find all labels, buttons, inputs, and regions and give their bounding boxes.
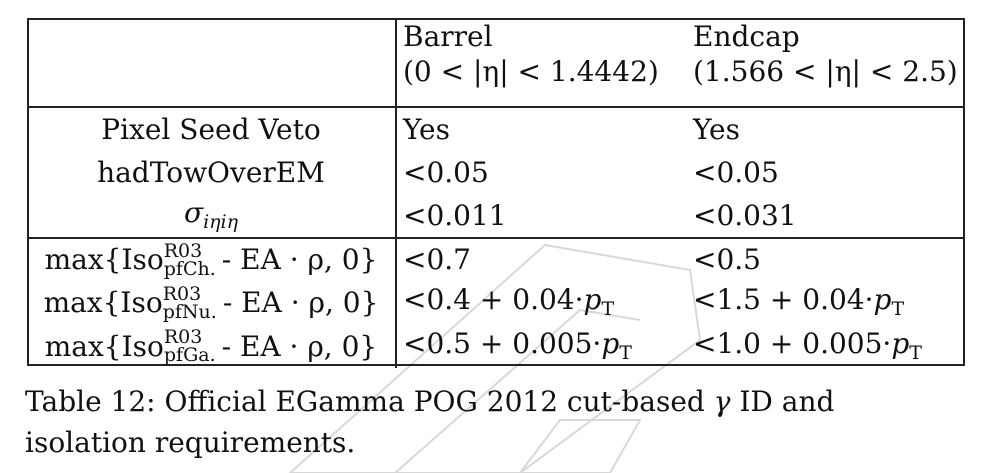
gamma-symbol: γ: [713, 385, 731, 418]
barrel-cut: <0.5 + 0.005·: [403, 326, 602, 360]
caption-text-after: ID and isolation requirements.: [25, 385, 835, 459]
barrel-cut: <0.4 + 0.04·: [403, 283, 584, 317]
endcap-value: <0.05: [693, 155, 779, 189]
endcap-cut: <1.5 + 0.04·: [693, 283, 874, 317]
iso-sub: pfGa.: [163, 344, 216, 367]
endcap-range: (1.566 < |η| < 2.5): [693, 55, 958, 89]
pt-subscript: T: [909, 341, 922, 364]
header-empty-cell: [27, 18, 397, 109]
pt-subscript: T: [891, 298, 905, 321]
barrel-range: (0 < |η| < 1.4442): [403, 55, 659, 89]
iso-sup: R03: [162, 282, 202, 305]
endcap-title: Endcap: [693, 20, 800, 53]
table-row: max{Iso R03 pfNu. - EA · ρ, 0} <0.4 + 0.04…: [27, 281, 965, 325]
barrel-cut: <0.7: [403, 243, 471, 277]
pt-subscript: T: [619, 341, 632, 364]
iso-prefix: max{Iso: [44, 329, 164, 363]
pt-symbol: p: [891, 326, 910, 360]
iso-label: max{Iso R03 pfNu. - EA · ρ, 0}: [27, 281, 397, 325]
row-label: Pixel Seed Veto: [27, 107, 397, 151]
header-barrel: Barrel (0 < |η| < 1.4442): [396, 18, 687, 109]
pt-subscript: T: [601, 298, 615, 321]
table-row: hadTowOverEM <0.05 <0.05: [27, 150, 965, 195]
iso-suffix: - EA · ρ, 0}: [222, 286, 379, 320]
table-caption: Table 12: Official EGamma POG 2012 cut-b…: [25, 382, 925, 463]
table-row: max{Iso R03 pfGa. - EA · ρ, 0} <0.5 + 0.00…: [27, 324, 965, 368]
iso-sup: R03: [163, 326, 203, 349]
table-row: σiηiη <0.011 <0.031: [27, 194, 965, 239]
pt-symbol: p: [583, 283, 602, 317]
endcap-cut: <1.0 + 0.005·: [693, 326, 892, 360]
iso-sub: pfCh.: [163, 257, 216, 280]
barrel-value: Yes: [403, 112, 450, 146]
iso-sup: R03: [163, 239, 203, 262]
iso-prefix: max{Iso: [44, 243, 164, 277]
endcap-value: <0.031: [687, 194, 965, 239]
endcap-value: <1.0 + 0.005·pT: [687, 324, 965, 368]
barrel-value: <0.7: [396, 238, 687, 281]
caption-text-before: Table 12: Official EGamma POG 2012 cut-b…: [25, 385, 714, 418]
sigma-subscript: iηiη: [203, 210, 239, 233]
pt-symbol: p: [873, 283, 892, 317]
barrel-value: <0.011: [396, 194, 687, 239]
iso-prefix: max{Iso: [43, 286, 163, 320]
iso-suffix: - EA · ρ, 0}: [221, 243, 378, 277]
sigma-symbol: σ: [183, 195, 204, 229]
endcap-value: <1.5 + 0.04·pT: [687, 281, 965, 324]
endcap-value: <0.5: [687, 238, 965, 281]
iso-suffix: - EA · ρ, 0}: [221, 329, 378, 363]
barrel-value: <0.05: [403, 155, 489, 189]
row-label: hadTowOverEM: [27, 150, 397, 195]
row-label: σiηiη: [27, 194, 397, 239]
table-row: max{Iso R03 pfCh. - EA · ρ, 0} <0.7 <0.5: [27, 237, 965, 281]
iso-sub: pfNu.: [162, 300, 217, 323]
endcap-cut: <0.5: [693, 243, 761, 277]
pt-symbol: p: [601, 326, 620, 360]
iso-label: max{Iso R03 pfCh. - EA · ρ, 0}: [27, 237, 397, 281]
barrel-value: <0.4 + 0.04·pT: [396, 281, 687, 324]
barrel-title: Barrel: [403, 20, 493, 53]
barrel-value: <0.5 + 0.005·pT: [396, 324, 687, 368]
endcap-value: Yes: [693, 112, 740, 146]
cuts-table: Barrel (0 < |η| < 1.4442) Endcap (1.566 …: [27, 18, 965, 368]
header-endcap: Endcap (1.566 < |η| < 2.5): [687, 18, 965, 109]
iso-label: max{Iso R03 pfGa. - EA · ρ, 0}: [27, 324, 397, 368]
table-header-row: Barrel (0 < |η| < 1.4442) Endcap (1.566 …: [27, 18, 965, 109]
table-row: Pixel Seed Veto Yes Yes: [27, 107, 965, 151]
